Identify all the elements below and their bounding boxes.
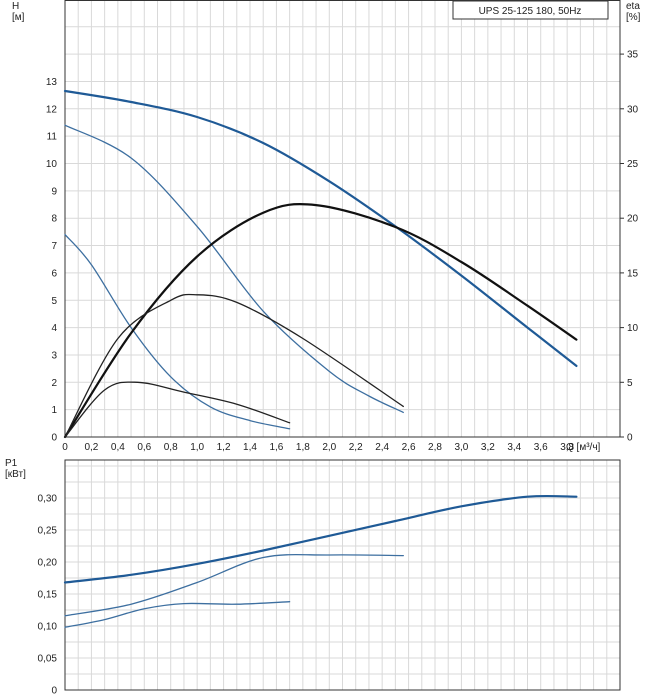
x-tick-label: 3,8 bbox=[560, 442, 574, 453]
x-tick-label: 0,6 bbox=[137, 442, 151, 453]
efficiency-curve-2 bbox=[64, 293, 404, 438]
y-tick-label: 0,20 bbox=[38, 558, 58, 569]
y2-tick-label: 35 bbox=[627, 50, 639, 61]
y2-tick-label: 0 bbox=[627, 433, 633, 444]
y2-tick-label: 25 bbox=[627, 159, 639, 170]
x-tick-label: 3,2 bbox=[481, 442, 495, 453]
x-tick-label: 1,2 bbox=[217, 442, 231, 453]
y-tick-label: 7 bbox=[51, 241, 57, 252]
y-tick-label: 0,15 bbox=[38, 590, 58, 601]
efficiency-curve-3 bbox=[64, 381, 291, 438]
y-tick-label: 0,30 bbox=[38, 494, 58, 505]
x-tick-label: 0 bbox=[62, 442, 68, 453]
y2-tick-label: 5 bbox=[627, 378, 633, 389]
x-tick-label: 2,6 bbox=[402, 442, 416, 453]
y2-tick-label: 30 bbox=[627, 104, 639, 115]
x-tick-label: 2,4 bbox=[375, 442, 389, 453]
x-tick-label: 2,2 bbox=[349, 442, 363, 453]
x-tick-label: 1,6 bbox=[269, 442, 283, 453]
y-tick-label: 0,10 bbox=[38, 622, 58, 633]
x-tick-label: 3,0 bbox=[454, 442, 468, 453]
power-chart: 0 0,05 0,10 0,15 0,20 0,25 0,30 P1 [кВт] bbox=[5, 458, 621, 697]
y2-axis-label: eta [%] bbox=[626, 1, 641, 23]
y-tick-label: 1 bbox=[51, 405, 57, 416]
y-axis-label: H [м] bbox=[12, 1, 25, 23]
x-tick-label: 1,8 bbox=[296, 442, 310, 453]
efficiency-curve-1 bbox=[63, 202, 578, 439]
y2-tick-label: 15 bbox=[627, 268, 639, 279]
power-curve-1 bbox=[63, 494, 578, 584]
x-tick-label: 1,4 bbox=[243, 442, 257, 453]
head-curve-1 bbox=[63, 89, 578, 367]
x-tick-label: 0,4 bbox=[111, 442, 125, 453]
y-tick-label: 6 bbox=[51, 268, 57, 279]
plot-frame bbox=[64, 459, 621, 691]
y2-tick-label: 10 bbox=[627, 323, 639, 334]
y-tick-label: 9 bbox=[51, 186, 57, 197]
x-tick-label: 2,0 bbox=[322, 442, 336, 453]
y-tick-label: 12 bbox=[46, 104, 58, 115]
head-curve-3 bbox=[64, 233, 291, 430]
y-tick-label: 0,05 bbox=[38, 654, 58, 665]
y-axis-label: P1 [кВт] bbox=[5, 458, 26, 480]
y-tick-label: 4 bbox=[51, 323, 57, 334]
y-tick-label: 2 bbox=[51, 378, 57, 389]
y-tick-label: 8 bbox=[51, 214, 57, 225]
chart-title: UPS 25-125 180, 50Hz bbox=[479, 6, 582, 17]
y-tick-label: 0 bbox=[51, 686, 57, 697]
y-tick-label: 5 bbox=[51, 296, 57, 307]
power-curve-2 bbox=[64, 554, 404, 617]
y-tick-label: 10 bbox=[46, 159, 58, 170]
x-axis-label: Q [м³/ч] bbox=[566, 442, 601, 453]
plot-frame bbox=[64, 0, 621, 438]
x-tick-label: 2,8 bbox=[428, 442, 442, 453]
x-tick-label: 0,2 bbox=[84, 442, 98, 453]
chart-title-box: UPS 25-125 180, 50Hz bbox=[452, 0, 609, 20]
head-curve-2 bbox=[64, 124, 404, 414]
y-tick-label: 11 bbox=[47, 132, 58, 143]
x-tick-label: 3,4 bbox=[507, 442, 521, 453]
y-tick-label: 0 bbox=[51, 433, 57, 444]
y2-tick-label: 20 bbox=[627, 214, 639, 225]
power-curve-3 bbox=[64, 601, 291, 628]
x-tick-label: 0,8 bbox=[164, 442, 178, 453]
x-tick-label: 1,0 bbox=[190, 442, 204, 453]
y-tick-label: 13 bbox=[46, 77, 58, 88]
y-tick-label: 0,25 bbox=[38, 526, 58, 537]
x-tick-label: 3,6 bbox=[534, 442, 548, 453]
y-tick-label: 3 bbox=[51, 350, 57, 361]
